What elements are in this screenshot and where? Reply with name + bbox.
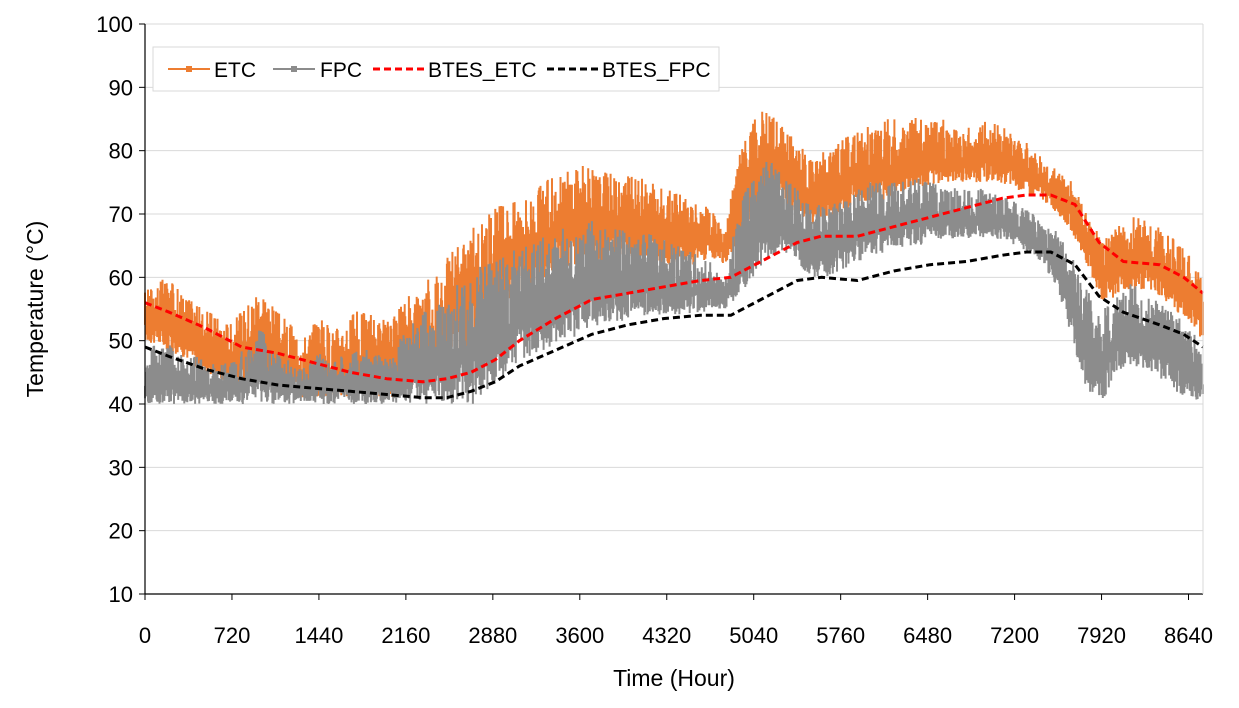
x-tick-label-1440: 1440	[294, 623, 343, 648]
x-axis-title: Time (Hour)	[613, 665, 735, 691]
x-tick-label-5760: 5760	[816, 623, 865, 648]
x-tick-label-0: 0	[139, 623, 151, 648]
y-tick-label-90: 90	[109, 75, 133, 100]
legend-box	[152, 46, 720, 92]
x-tick-label-7920: 7920	[1077, 623, 1126, 648]
legend-marker-etc	[186, 66, 192, 72]
y-tick-label-60: 60	[109, 265, 133, 290]
legend-item-fpc: FPC	[273, 59, 362, 82]
y-tick-label-50: 50	[109, 329, 133, 354]
tick-labels: 10 20 30 40 50 60 70 80 90 100 0 720 1440 2160 2880 360…	[96, 12, 1213, 648]
collector-temperature-bands	[144, 111, 1204, 404]
legend-item-btes-fpc: BTES_FPC	[547, 59, 711, 82]
storage-temperature-lines	[144, 193, 1204, 400]
x-tick-label-6480: 6480	[903, 623, 952, 648]
x-tick-label-7200: 7200	[990, 623, 1039, 648]
y-tick-label-40: 40	[109, 392, 133, 417]
legend-label-btes-etc: BTES_ETC	[428, 59, 537, 82]
y-axis-title: Temperature (°C)	[22, 221, 48, 398]
x-tick-label-8640: 8640	[1164, 623, 1213, 648]
series-btes-fpc-line	[144, 250, 1204, 400]
axes	[139, 23, 1204, 600]
x-tick-label-720: 720	[214, 623, 251, 648]
legend: ETC FPC BTES_ETC BTES_FPC	[152, 46, 720, 92]
legend-label-btes-fpc: BTES_FPC	[602, 59, 711, 82]
y-tick-label-30: 30	[109, 455, 133, 480]
y-tick-label-20: 20	[109, 519, 133, 544]
legend-marker-fpc	[291, 66, 297, 72]
legend-label-fpc: FPC	[320, 59, 362, 82]
legend-item-btes-etc: BTES_ETC	[373, 59, 537, 82]
y-tick-label-70: 70	[109, 202, 133, 227]
x-tick-label-5040: 5040	[729, 623, 778, 648]
x-tick-label-2160: 2160	[381, 623, 430, 648]
y-tick-label-80: 80	[109, 139, 133, 164]
y-tick-label-10: 10	[109, 582, 133, 607]
y-tick-label-100: 100	[96, 12, 133, 37]
x-tick-label-4320: 4320	[642, 623, 691, 648]
x-tick-label-2880: 2880	[468, 623, 517, 648]
legend-label-etc: ETC	[214, 59, 256, 82]
x-tick-label-3600: 3600	[555, 623, 604, 648]
legend-item-etc: ETC	[168, 59, 256, 82]
